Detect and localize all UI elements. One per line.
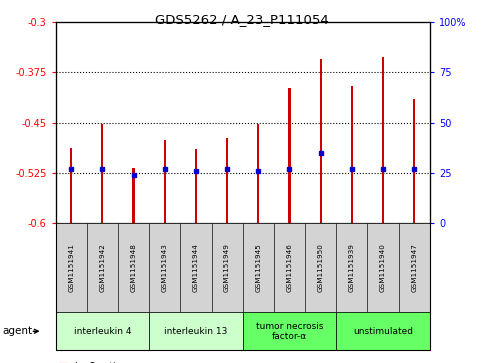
Bar: [382, 57, 384, 223]
Text: GSM1151948: GSM1151948: [130, 243, 137, 292]
Text: unstimulated: unstimulated: [353, 327, 413, 336]
Bar: [195, 150, 197, 223]
Text: interleukin 13: interleukin 13: [164, 327, 227, 336]
Text: log2 ratio: log2 ratio: [75, 362, 122, 363]
Text: GSM1151939: GSM1151939: [349, 243, 355, 292]
Text: GSM1151945: GSM1151945: [256, 243, 261, 292]
Text: tumor necrosis
factor-α: tumor necrosis factor-α: [256, 322, 323, 341]
Text: GSM1151947: GSM1151947: [411, 243, 417, 292]
Bar: [70, 148, 72, 223]
Text: GSM1151946: GSM1151946: [286, 243, 293, 292]
Bar: [164, 140, 166, 223]
Text: GSM1151949: GSM1151949: [224, 243, 230, 292]
Bar: [257, 124, 259, 223]
Text: ■: ■: [58, 362, 69, 363]
Bar: [413, 99, 415, 223]
Text: GSM1151943: GSM1151943: [162, 243, 168, 292]
Text: GSM1151944: GSM1151944: [193, 243, 199, 292]
Text: interleukin 4: interleukin 4: [73, 327, 131, 336]
Text: GSM1151942: GSM1151942: [99, 243, 105, 292]
Bar: [351, 86, 353, 223]
Bar: [226, 138, 228, 223]
Bar: [288, 87, 291, 223]
Text: GDS5262 / A_23_P111054: GDS5262 / A_23_P111054: [155, 13, 328, 26]
Text: agent: agent: [2, 326, 32, 336]
Text: GSM1151941: GSM1151941: [68, 243, 74, 292]
Bar: [132, 167, 135, 223]
Text: GSM1151950: GSM1151950: [318, 243, 324, 292]
Bar: [320, 59, 322, 223]
Text: GSM1151940: GSM1151940: [380, 243, 386, 292]
Bar: [101, 124, 103, 223]
